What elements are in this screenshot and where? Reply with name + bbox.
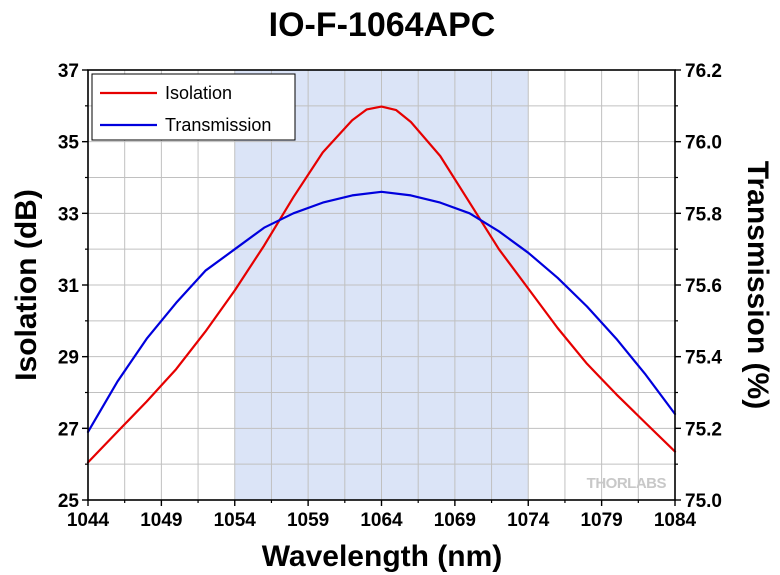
- y2-tick-label: 75.0: [685, 491, 722, 512]
- x-tick-label: 1059: [287, 510, 329, 531]
- legend-label-transmission: Transmission: [165, 115, 271, 135]
- y-axis-title: Isolation (dB): [10, 189, 43, 381]
- x-tick-label: 1079: [580, 510, 622, 531]
- y2-axis-title: Transmission (%): [741, 161, 774, 409]
- series-line-isolation: [86, 105, 677, 464]
- y-tick-label: 27: [58, 419, 79, 440]
- x-tick-label: 1064: [360, 510, 403, 531]
- x-tick-label: 1084: [654, 510, 697, 531]
- ticks: 1044 1049 1054 1059 1064 1069 1074 1079 1084 25 27…: [58, 61, 723, 531]
- y2-tick-label: 75.6: [685, 276, 722, 297]
- x-tick-label: 1049: [140, 510, 182, 531]
- x-tick-label: 1044: [67, 510, 110, 531]
- series-layer: [86, 105, 677, 464]
- y-tick-label: 37: [58, 61, 79, 82]
- legend: Isolation Transmission: [91, 73, 296, 141]
- y2-tick-label: 75.2: [685, 419, 722, 440]
- legend-box: [91, 73, 296, 141]
- thorlabs-watermark: THORLABS: [587, 475, 667, 492]
- y2-tick-label: 75.4: [685, 348, 722, 369]
- x-tick-label: 1069: [434, 510, 476, 531]
- chart-title: IO-F-1064APC: [269, 6, 496, 44]
- y-tick-label: 29: [58, 348, 79, 369]
- y2-tick-label: 75.8: [685, 204, 722, 225]
- series-line-transmission: [86, 190, 677, 433]
- x-tick-label: 1074: [507, 510, 550, 531]
- grid: [88, 70, 675, 500]
- y-tick-label: 31: [58, 276, 80, 297]
- y-tick-label: 35: [58, 133, 80, 154]
- y-tick-label: 25: [58, 491, 80, 512]
- y2-tick-label: 76.2: [685, 61, 722, 82]
- y-tick-label: 33: [58, 204, 79, 225]
- y2-tick-label: 76.0: [685, 133, 722, 154]
- legend-label-isolation: Isolation: [165, 83, 232, 103]
- x-axis-title: Wavelength (nm): [262, 540, 503, 573]
- x-tick-label: 1054: [214, 510, 257, 531]
